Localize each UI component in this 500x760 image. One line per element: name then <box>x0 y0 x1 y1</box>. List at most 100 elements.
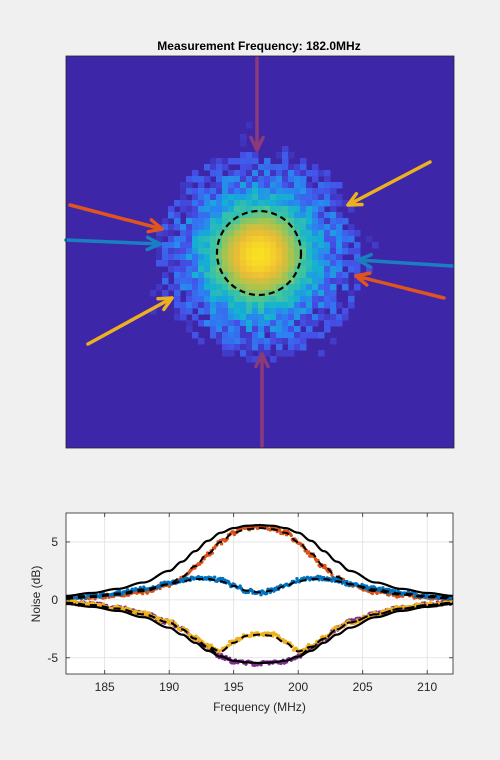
heatmap-cell <box>306 200 313 207</box>
heatmap-cell <box>258 320 265 327</box>
heatmap-cell <box>180 260 187 267</box>
heatmap-cell <box>228 260 235 267</box>
heatmap-cell <box>210 308 217 315</box>
heatmap-cell <box>324 272 331 279</box>
heatmap-cell <box>342 236 349 243</box>
heatmap-cell <box>306 266 313 273</box>
heatmap-cell <box>330 236 337 243</box>
heatmap-cell <box>204 224 211 231</box>
heatmap-cell <box>228 326 235 333</box>
heatmap-cell <box>246 314 253 321</box>
heatmap-cell <box>198 254 205 261</box>
heatmap-cell <box>162 242 169 249</box>
heatmap-cell <box>306 302 313 309</box>
heatmap-cell <box>204 248 211 255</box>
heatmap-cell <box>228 218 235 225</box>
heatmap-cell <box>258 188 265 195</box>
heatmap-cell <box>276 284 283 291</box>
heatmap-cell <box>252 176 259 183</box>
heatmap-cell <box>258 254 265 261</box>
heatmap-cell <box>336 272 343 279</box>
heatmap-cell <box>240 266 247 273</box>
heatmap-cell <box>270 242 277 249</box>
heatmap-cell <box>264 260 271 267</box>
heatmap-cell <box>240 230 247 237</box>
heatmap-cell <box>216 254 223 261</box>
heatmap-cell <box>324 224 331 231</box>
heatmap-cell <box>270 302 277 309</box>
heatmap-cell <box>264 296 271 303</box>
heatmap-cell <box>240 314 247 321</box>
heatmap-cell <box>228 284 235 291</box>
heatmap-cell <box>174 272 181 279</box>
heatmap-cell <box>330 296 337 303</box>
heatmap-cell <box>198 338 205 345</box>
heatmap-cell <box>306 314 313 321</box>
heatmap-cell <box>294 194 301 201</box>
heatmap-cell <box>246 200 253 207</box>
heatmap-cell <box>228 212 235 219</box>
heatmap-cell <box>318 230 325 237</box>
heatmap-cell <box>312 278 319 285</box>
heatmap-cell <box>216 212 223 219</box>
heatmap-cell <box>270 230 277 237</box>
heatmap-cell <box>276 242 283 249</box>
heatmap-cell <box>264 218 271 225</box>
heatmap-cell <box>246 230 253 237</box>
heatmap-cell <box>294 290 301 297</box>
heatmap-cell <box>216 338 223 345</box>
heatmap-cell <box>324 218 331 225</box>
heatmap-cell <box>252 158 259 165</box>
heatmap-cell <box>288 182 295 189</box>
heatmap-cell <box>294 344 301 351</box>
heatmap-cell <box>168 266 175 273</box>
heatmap-cell <box>252 242 259 249</box>
heatmap-cell <box>270 296 277 303</box>
heatmap-cell <box>222 308 229 315</box>
heatmap-cell <box>228 278 235 285</box>
heatmap-cell <box>294 218 301 225</box>
heatmap-cell <box>180 200 187 207</box>
heatmap-cell <box>312 332 319 339</box>
heatmap-cell <box>306 188 313 195</box>
heatmap-cell <box>204 230 211 237</box>
heatmap-cell <box>162 272 169 279</box>
heatmap-cell <box>288 254 295 261</box>
heatmap-cell <box>240 164 247 171</box>
heatmap-cell <box>330 242 337 249</box>
heatmap-cell <box>258 242 265 249</box>
x-tick-label: 205 <box>353 680 373 694</box>
heatmap-cell <box>270 212 277 219</box>
heatmap-cell <box>180 182 187 189</box>
heatmap-cell <box>198 284 205 291</box>
heatmap-cell <box>336 248 343 255</box>
arrows-layer <box>64 56 454 448</box>
heatmap-cell <box>282 176 289 183</box>
heatmap-cell <box>300 188 307 195</box>
heatmap-cell <box>312 236 319 243</box>
heatmap-cell <box>228 266 235 273</box>
heatmap-cell <box>216 218 223 225</box>
heatmap-cell <box>264 284 271 291</box>
heatmap-cell <box>330 290 337 297</box>
heatmap-cell <box>276 314 283 321</box>
heatmap-cell <box>150 290 157 297</box>
heatmap-cell <box>210 194 217 201</box>
heatmap-cell <box>222 332 229 339</box>
heatmap-cell <box>294 284 301 291</box>
arrow-bottom <box>254 352 270 448</box>
heatmap-cell <box>276 296 283 303</box>
heatmap-cell <box>210 242 217 249</box>
heatmap-cell <box>252 302 259 309</box>
heatmap-cell <box>342 242 349 249</box>
heatmap-cell <box>306 206 313 213</box>
heatmap-cell <box>282 236 289 243</box>
heatmap-cell <box>270 272 277 279</box>
heatmap-cell <box>276 194 283 201</box>
heatmap-cell <box>222 164 229 171</box>
heatmap-cell <box>186 326 193 333</box>
heatmap-cell <box>228 182 235 189</box>
heatmap-cell <box>246 182 253 189</box>
heatmap-cell <box>240 176 247 183</box>
heatmap-cell <box>288 170 295 177</box>
